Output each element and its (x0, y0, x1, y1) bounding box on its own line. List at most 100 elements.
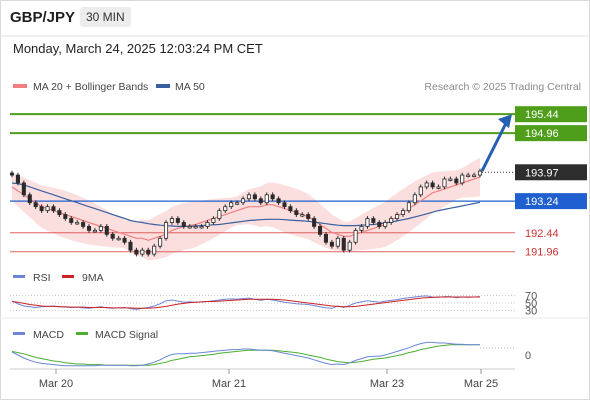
candle-body (51, 206, 56, 212)
candle-body (318, 226, 323, 235)
candle-body (323, 233, 329, 243)
forecast-arrow-layer (480, 114, 512, 172)
candle-body (347, 241, 352, 251)
candle-body (57, 210, 62, 215)
macd-panel: 0 (11, 341, 531, 367)
candle-body (146, 249, 151, 255)
candle-body (258, 198, 263, 204)
macd-zero-label: 0 (525, 350, 531, 362)
macd-signal-legend-swatch (76, 332, 88, 335)
candle-body (104, 226, 109, 235)
candles-layer (9, 168, 483, 257)
resistance-label: 194.96 (525, 128, 559, 140)
candle-body (335, 237, 340, 247)
rsi-legend: RSI 9MA (13, 272, 104, 284)
candle-body (134, 249, 139, 255)
candle-body (365, 218, 370, 227)
candle-body (383, 222, 388, 227)
time-tick-label: Mar 21 (212, 378, 246, 390)
macd-signal-line (11, 344, 480, 366)
candle-body (466, 174, 471, 177)
candle-body (252, 194, 257, 200)
candle-body (460, 174, 465, 184)
candle-body (288, 206, 293, 212)
candle-body (329, 241, 334, 247)
price-labels-layer: 195.44 194.96 193.97 193.24 192.44 191.96 (515, 106, 587, 259)
candle-body (424, 182, 429, 188)
candle-body (81, 222, 86, 227)
candle-body (395, 214, 400, 219)
candle-body (187, 226, 192, 229)
candle-body (15, 174, 20, 184)
candle-body (448, 178, 453, 181)
candle-body (33, 202, 38, 208)
candle-body (312, 218, 317, 227)
candle-body (264, 194, 269, 204)
symbol-title: GBP/JPY (10, 9, 76, 26)
candle-body (45, 206, 50, 212)
candle-body (235, 202, 240, 205)
candle-body (418, 186, 423, 196)
candle-body (430, 182, 435, 188)
candle-body (211, 218, 216, 223)
candle-body (389, 218, 394, 223)
candle-body (246, 194, 251, 200)
candle-body (21, 182, 26, 196)
candle-body (229, 202, 234, 208)
candle-body (282, 202, 287, 208)
forecast-arrow-shaft (480, 122, 508, 172)
research-credit: Research © 2025 Trading Central (424, 81, 581, 93)
candle-body (353, 229, 358, 243)
rsi-ma-legend-swatch (62, 275, 74, 278)
candle-body (158, 237, 163, 247)
timeframe-badge[interactable]: 30 MIN (80, 7, 131, 27)
candle-body (175, 218, 180, 223)
macd-legend-label: MACD (33, 329, 64, 341)
macd-legend-swatch (13, 332, 25, 335)
candle-body (406, 202, 411, 212)
ma50-legend-swatch (156, 84, 170, 88)
rsi-line (11, 295, 481, 310)
rsi-level-label: 50 (525, 298, 537, 310)
candle-body (371, 218, 376, 223)
candle-body (63, 214, 68, 219)
candle-body (27, 194, 32, 204)
last-price-box (515, 164, 587, 181)
candle-body (223, 206, 228, 212)
candle-body (169, 218, 174, 223)
forecast-arrow-head (498, 114, 512, 129)
rsi-ma-legend-label: 9MA (82, 272, 104, 284)
ma20-legend-label: MA 20 + Bollinger Bands (33, 81, 148, 93)
time-axis: Mar 20 Mar 21 Mar 23 Mar 25 (39, 369, 498, 390)
candle-body (454, 178, 459, 184)
rsi-legend-swatch (13, 275, 25, 278)
main-legend: MA 20 + Bollinger Bands MA 50 Research ©… (13, 81, 581, 93)
chart-header: GBP/JPY 30 MIN (0, 0, 590, 36)
time-tick-label: Mar 23 (370, 378, 404, 390)
candle-body (477, 170, 483, 176)
candle-body (377, 222, 382, 227)
candle-body (294, 210, 299, 215)
candle-body (300, 214, 305, 217)
candle-body (98, 226, 103, 231)
macd-legend: MACD MACD Signal (13, 329, 158, 341)
candle-body (472, 174, 477, 177)
rsi-level-label: 70 (525, 291, 537, 303)
time-tick-label: Mar 25 (464, 378, 498, 390)
candle-body (128, 241, 133, 251)
candle-body (69, 218, 74, 223)
time-tick-label: Mar 20 (39, 378, 73, 390)
candle-body (116, 237, 121, 241)
minor-level-label: 192.44 (525, 228, 559, 240)
candle-body (152, 245, 157, 255)
candle-body (9, 172, 15, 176)
rsi-legend-label: RSI (33, 272, 51, 284)
candle-body (39, 206, 44, 212)
last-price-label: 193.97 (525, 167, 559, 179)
candle-body (193, 226, 198, 229)
candle-body (217, 210, 222, 219)
resistance-label-box (515, 125, 587, 142)
candle-body (110, 233, 115, 239)
support-label-box (515, 193, 587, 210)
